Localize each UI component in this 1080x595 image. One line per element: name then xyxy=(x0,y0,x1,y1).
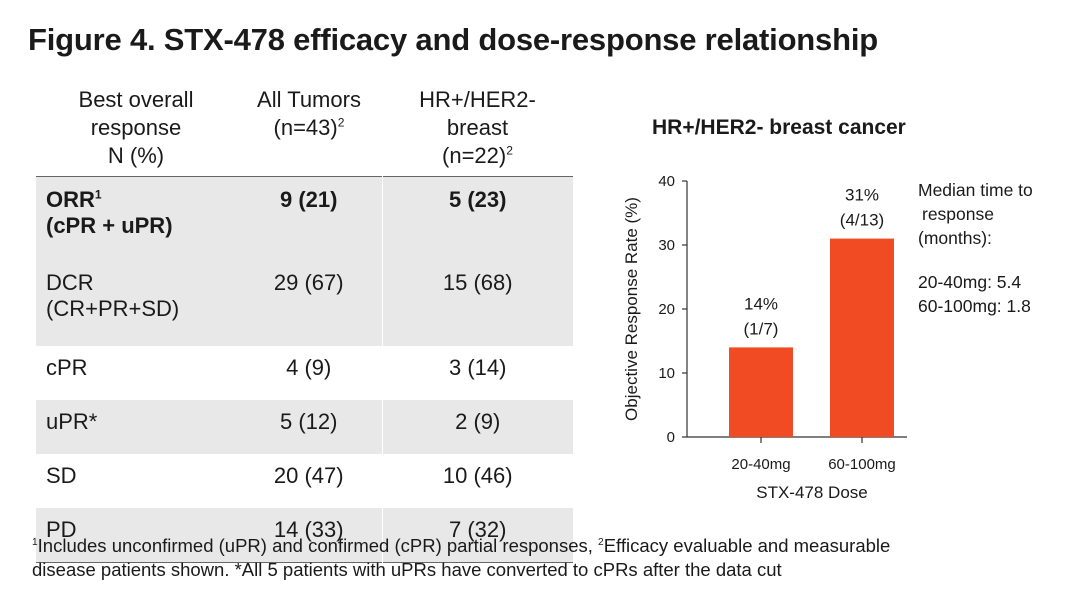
row-label: SD xyxy=(46,463,77,488)
cell-hr-breast: 15 (68) xyxy=(442,270,513,295)
footnote: 1Includes unconfirmed (uPR) and confirme… xyxy=(32,535,891,580)
data-label: (4/13) xyxy=(840,211,884,230)
y-axis-label: Objective Response Rate (%) xyxy=(622,197,641,421)
cell-hr-breast: 7 (32) xyxy=(449,517,507,542)
cell-hr-breast: 10 (46) xyxy=(442,463,513,488)
x-tick-label: 60-100mg xyxy=(828,456,896,473)
bar-60-100mg xyxy=(830,238,894,437)
table-header-row: Best overall response N (%) All Tumors (… xyxy=(36,86,573,177)
row-label: uPR* xyxy=(46,409,98,434)
cell-all-tumors: 29 (67) xyxy=(236,261,383,346)
row-label: cPR xyxy=(46,355,88,380)
response-table: Best overall response N (%) All Tumors (… xyxy=(36,86,573,563)
y-tick-label: 20 xyxy=(658,301,675,318)
data-label: 31% xyxy=(845,186,879,205)
table-row-dcr: DCR (CR+PR+SD) 29 (67) 15 (68) xyxy=(36,261,573,346)
cell-all-tumors: 9 (21) xyxy=(236,176,383,261)
y-tick-label: 0 xyxy=(667,429,675,446)
cell-hr-breast: 5 (23) xyxy=(449,187,507,212)
row-label: DCR (CR+PR+SD) xyxy=(46,270,180,321)
bar-chart: 0 10 20 30 40 Objective Response Rate (%) 20-4… xyxy=(622,173,907,502)
cell-hr-breast: 2 (9) xyxy=(455,409,501,434)
table-row-pd: PD 14 (33) 7 (32) xyxy=(36,508,573,563)
data-label: (1/7) xyxy=(744,319,779,338)
y-tick-label: 30 xyxy=(658,237,675,254)
y-tick-label: 10 xyxy=(658,365,675,382)
table-row-orr: ORR1 (cPR + uPR) 9 (21) 5 (23) xyxy=(36,176,573,261)
median-time-annotation: Median time to response (months): 20-40m… xyxy=(918,180,1033,316)
row-label: ORR1 (cPR + uPR) xyxy=(46,187,173,238)
cell-hr-breast: 3 (14) xyxy=(449,355,507,380)
table-row-upr: uPR* 5 (12) 2 (9) xyxy=(36,400,573,454)
y-tick-label: 40 xyxy=(658,173,675,190)
figure-title: Figure 4. STX-478 efficacy and dose-resp… xyxy=(28,22,878,57)
header-hr-breast: HR+/HER2- breast (n=22)2 xyxy=(419,87,536,168)
x-tick-label: 20-40mg xyxy=(731,456,790,473)
table-row-sd: SD 20 (47) 10 (46) xyxy=(36,454,573,508)
cell-all-tumors: 5 (12) xyxy=(236,400,383,454)
chart-title: HR+/HER2- breast cancer xyxy=(652,116,906,139)
x-axis-label: STX-478 Dose xyxy=(756,483,868,502)
cell-all-tumors: 20 (47) xyxy=(236,454,383,508)
header-all-tumors: All Tumors (n=43)2 xyxy=(257,87,361,140)
data-label: 14% xyxy=(744,294,778,313)
cell-all-tumors: 14 (33) xyxy=(236,508,383,563)
table-row-cpr: cPR 4 (9) 3 (14) xyxy=(36,346,573,400)
header-response: Best overall response N (%) xyxy=(78,87,194,168)
bar-20-40mg xyxy=(729,347,793,437)
row-label: PD xyxy=(46,517,77,542)
cell-all-tumors: 4 (9) xyxy=(236,346,383,400)
